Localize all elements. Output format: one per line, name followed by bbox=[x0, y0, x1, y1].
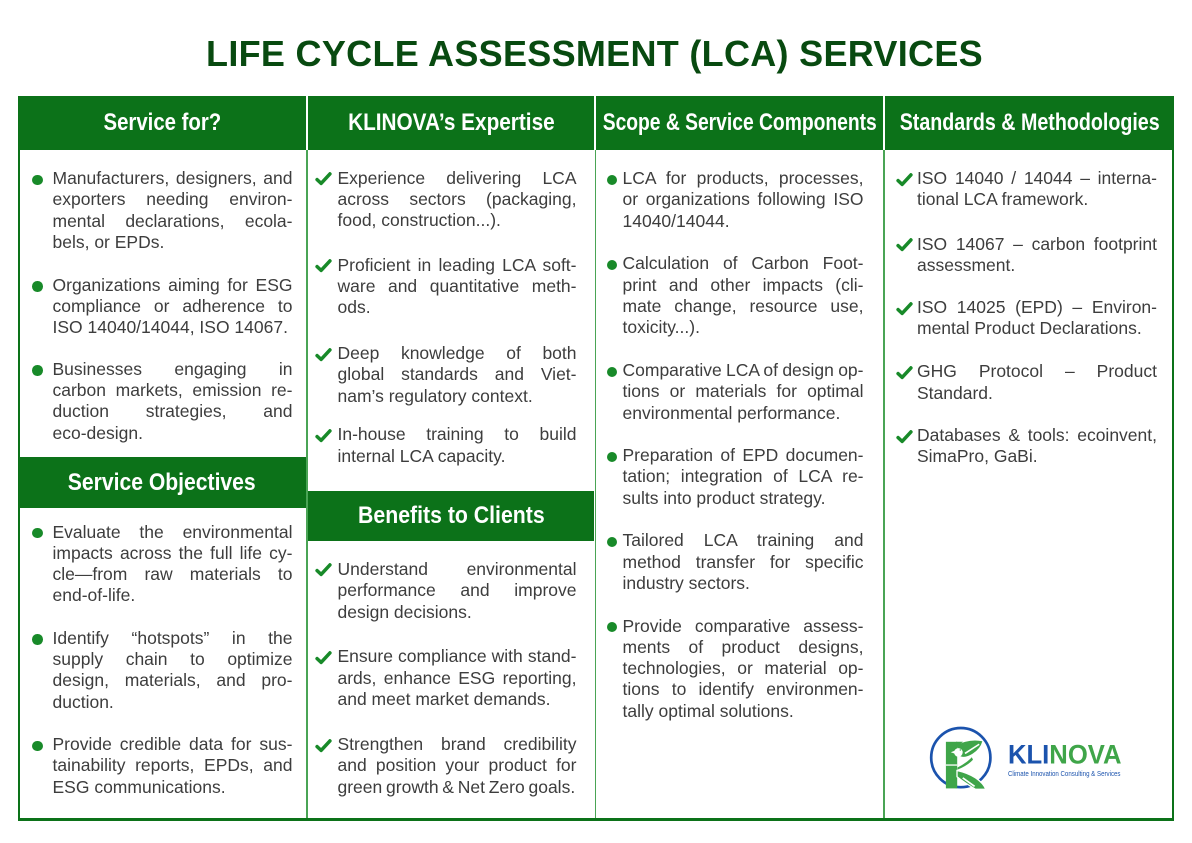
svg-text:Climate Innovation Consulting: Climate Innovation Consulting & Services bbox=[1008, 771, 1121, 778]
svg-text:KLINOVA: KLINOVA bbox=[1008, 739, 1122, 769]
